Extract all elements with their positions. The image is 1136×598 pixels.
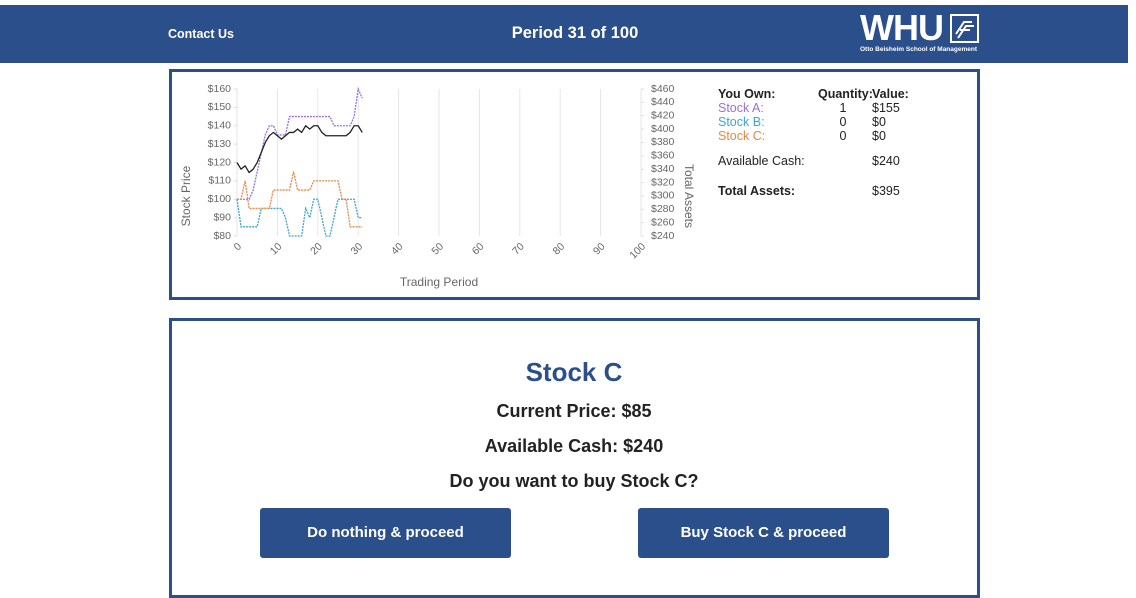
buy-button[interactable]: Buy Stock C & proceed [638, 508, 889, 558]
decision-title: Stock C [525, 357, 623, 387]
header: Contact Us Period 31 of 100 WHU Otto Bei… [0, 5, 1128, 63]
cash-label: Available Cash: [718, 154, 805, 168]
y-tick-label: $160 [208, 83, 232, 95]
total-label: Total Assets: [718, 184, 796, 198]
x-tick-label: 60 [470, 240, 487, 257]
total-value: $395 [872, 184, 900, 198]
y-tick-label: $80 [213, 230, 231, 242]
series-line [236, 198, 363, 237]
x-tick-label: 80 [551, 240, 568, 257]
y2-tick-label: $340 [651, 163, 675, 175]
y-tick-label: $90 [213, 211, 231, 223]
y2-tick-label: $240 [651, 230, 675, 242]
y-axis-label: Stock Price [179, 165, 193, 226]
holdings-header: You Own: [718, 87, 776, 101]
logo-subtitle: Otto Beisheim School of Management [860, 46, 978, 53]
holding-quantity: 0 [839, 115, 847, 129]
y2-tick-label: $260 [651, 216, 675, 228]
logo-icon [950, 14, 979, 43]
question: Do you want to buy Stock C? [449, 471, 699, 491]
y-tick-label: $150 [208, 101, 232, 113]
y2-tick-label: $320 [651, 176, 675, 188]
holding-quantity: 0 [839, 129, 847, 143]
holdings-header: Value: [872, 87, 909, 101]
contact-link[interactable]: Contact Us [168, 27, 234, 41]
chart: Stock Price Total Assets Trading Period … [179, 83, 696, 289]
page: Contact Us Period 31 of 100 WHU Otto Bei… [0, 5, 1128, 598]
chart-panel [169, 69, 980, 300]
x-tick-label: 90 [591, 240, 608, 257]
period-label: Period 31 of 100 [511, 24, 639, 42]
y2-tick-label: $400 [651, 123, 675, 135]
y-tick-label: $110 [208, 175, 231, 187]
x-tick-label: 0 [231, 240, 244, 253]
y2-tick-label: $420 [651, 110, 675, 122]
x-tick-label: 30 [349, 240, 366, 257]
x-tick-label: 20 [308, 240, 325, 257]
y-tick-label: $100 [208, 193, 232, 205]
x-tick-label: 40 [389, 240, 406, 257]
cash-value: $240 [872, 154, 900, 168]
x-tick-label: 100 [627, 240, 648, 261]
y2-tick-label: $380 [651, 136, 675, 148]
holding-label: Stock A: [718, 101, 764, 115]
series-line [237, 171, 363, 228]
holdings-header: Quantity: [818, 87, 873, 101]
x-tick-label: 10 [268, 240, 285, 257]
x-axis-label: Trading Period [400, 275, 478, 289]
logo-text: WHU [860, 7, 944, 48]
holding-quantity: 1 [839, 101, 847, 115]
y2-tick-label: $280 [651, 203, 675, 215]
y2-tick-label: $360 [651, 150, 675, 162]
y2-tick-label: $300 [651, 190, 675, 202]
x-tick-label: 50 [429, 240, 446, 257]
x-tick-label: 70 [510, 240, 527, 257]
holding-value: $155 [872, 101, 900, 115]
y2-tick-label: $460 [651, 83, 675, 95]
series-line [237, 86, 363, 200]
holding-value: $0 [872, 115, 886, 129]
holding-label: Stock B: [718, 115, 765, 129]
y-tick-label: $130 [208, 138, 232, 150]
do-nothing-button[interactable]: Do nothing & proceed [260, 508, 511, 558]
available-cash: Available Cash: $240 [484, 436, 664, 456]
y2-axis-label: Total Assets [682, 164, 696, 228]
y-tick-label: $140 [208, 120, 232, 132]
y2-tick-label: $440 [651, 96, 675, 108]
series-line [236, 124, 363, 174]
holding-label: Stock C: [718, 129, 766, 143]
current-price: Current Price: $85 [496, 401, 652, 421]
y-tick-label: $120 [208, 156, 232, 168]
holding-value: $0 [872, 129, 886, 143]
